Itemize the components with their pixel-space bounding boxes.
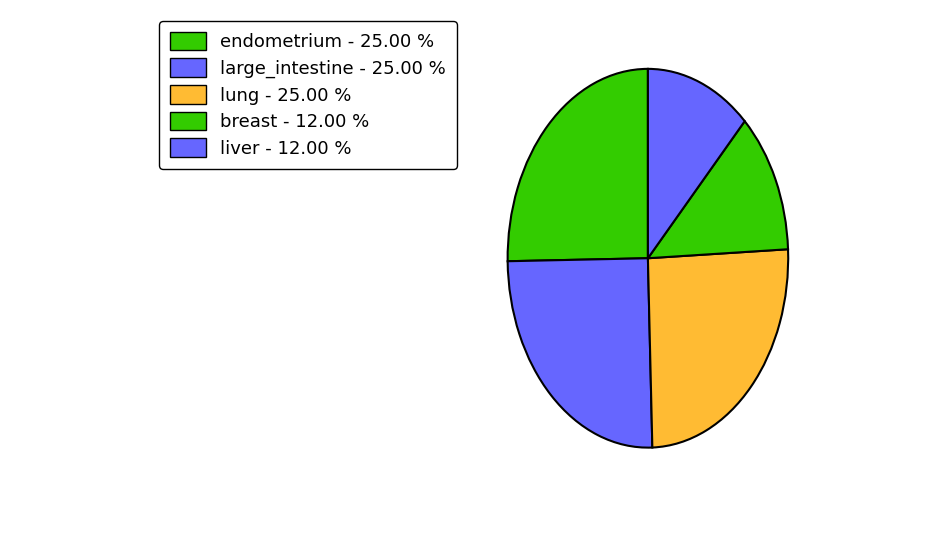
Wedge shape xyxy=(648,121,788,258)
Wedge shape xyxy=(648,69,745,258)
Legend: endometrium - 25.00 %, large_intestine - 25.00 %, lung - 25.00 %, breast - 12.00: endometrium - 25.00 %, large_intestine -… xyxy=(159,21,457,168)
Wedge shape xyxy=(508,258,653,448)
Wedge shape xyxy=(508,69,648,261)
Wedge shape xyxy=(648,249,788,448)
